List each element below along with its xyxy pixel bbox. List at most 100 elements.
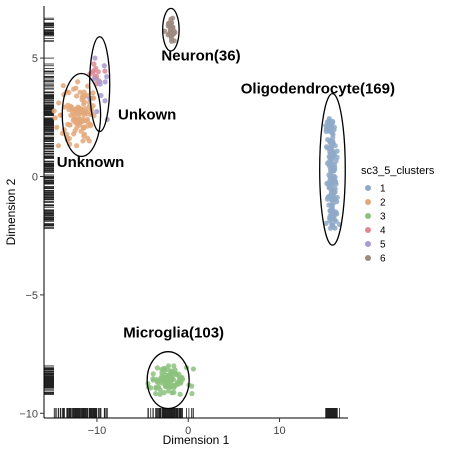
legend: sc3_5_clusters 1 2 3 4 5 6 [361,165,435,265]
data-point-cluster-1 [331,190,337,196]
axes: −10 0 10 −10 −5 0 5 [19,6,348,437]
data-point-cluster-1 [323,220,329,226]
data-point-cluster-1 [328,215,335,222]
data-point-cluster-2 [75,79,81,85]
data-point-cluster-5 [91,76,98,82]
scatter-points [51,15,343,397]
data-point-cluster-3 [158,375,164,381]
data-point-cluster-3 [177,391,183,397]
data-point-cluster-2 [81,89,87,95]
data-point-cluster-2 [67,122,73,128]
data-point-cluster-2 [83,109,90,115]
data-point-cluster-1 [330,224,336,230]
data-point-cluster-2 [51,108,57,114]
cluster-ellipse [162,7,180,52]
y-tick-label: 5 [32,53,38,65]
data-point-cluster-3 [157,387,163,393]
data-point-cluster-1 [324,180,330,187]
data-point-cluster-3 [164,374,170,380]
data-point-cluster-3 [154,365,160,371]
data-point-cluster-6 [171,30,177,36]
legend-swatch [365,199,371,205]
data-point-cluster-5 [102,79,108,85]
data-point-cluster-1 [332,178,338,184]
data-point-cluster-2 [81,124,87,130]
data-point-cluster-2 [74,110,80,116]
x-tick-label: 0 [185,425,191,437]
rug-marks [44,17,341,418]
data-point-cluster-4 [102,68,108,74]
x-axis-title: Dimension 1 [163,433,230,447]
legend-label: 1 [380,184,386,195]
y-tick-label: 0 [32,171,38,183]
data-point-cluster-2 [81,131,88,137]
data-point-cluster-3 [177,377,183,383]
data-point-cluster-2 [80,93,86,99]
data-point-cluster-4 [93,65,99,71]
data-point-cluster-2 [72,128,78,134]
data-point-cluster-1 [333,158,339,164]
y-tick-label: −10 [19,408,38,420]
legend-label: 3 [380,212,386,223]
data-point-cluster-3 [171,389,177,396]
legend-swatch [365,185,371,191]
data-point-cluster-3 [161,390,167,396]
data-point-cluster-3 [159,370,165,376]
legend-label: 6 [380,254,386,265]
data-point-cluster-1 [323,128,329,135]
cluster-ellipses [61,7,346,410]
data-point-cluster-2 [90,90,96,96]
data-point-cluster-5 [102,98,108,104]
data-point-cluster-1 [324,196,330,202]
data-point-cluster-3 [157,391,163,397]
data-point-cluster-2 [55,143,62,149]
data-point-cluster-3 [165,388,171,394]
data-point-cluster-1 [333,218,339,224]
data-point-cluster-2 [80,116,86,122]
data-point-cluster-2 [79,110,85,116]
cluster-ellipse [319,92,346,246]
cluster-annotation: Unkown [118,107,176,124]
data-point-cluster-4 [90,69,96,75]
data-point-cluster-6 [165,32,171,38]
data-point-cluster-2 [74,93,80,99]
data-point-cluster-5 [101,63,107,69]
data-point-cluster-2 [80,138,86,144]
data-point-cluster-1 [334,211,340,217]
y-axis-title: Dimension 2 [4,178,18,245]
data-point-cluster-2 [74,143,80,149]
cluster-annotation: Neuron(36) [161,47,240,64]
data-point-cluster-1 [328,197,334,203]
data-point-cluster-2 [88,122,94,129]
cluster-ellipse [146,351,190,410]
legend-swatch [365,255,371,261]
data-point-cluster-3 [162,383,169,390]
data-point-cluster-3 [172,370,179,376]
data-point-cluster-2 [60,83,66,89]
data-point-cluster-2 [86,138,92,144]
data-point-cluster-5 [94,108,100,115]
data-point-cluster-2 [54,124,60,130]
y-tick-label: −5 [25,290,38,302]
data-point-cluster-2 [81,101,87,107]
data-point-cluster-3 [148,385,154,391]
data-point-cluster-2 [66,135,72,142]
data-point-cluster-1 [328,161,334,167]
data-point-cluster-4 [91,61,97,67]
data-point-cluster-6 [168,23,174,29]
data-point-cluster-1 [332,166,338,172]
cluster-ellipse [61,72,102,158]
data-point-cluster-1 [326,153,332,160]
data-point-cluster-2 [70,117,76,123]
data-point-cluster-1 [323,144,330,150]
data-point-cluster-5 [97,81,103,87]
data-point-cluster-2 [84,116,90,122]
cluster-annotation: Microglia(103) [123,324,224,341]
legend-title: sc3_5_clusters [361,165,435,177]
data-point-cluster-1 [328,203,334,209]
data-point-cluster-1 [324,160,331,166]
cluster-annotations: Neuron(36)Oligodendrocyte(169) Unkown Unkn… [57,47,395,341]
legend-label: 4 [380,226,386,237]
data-point-cluster-2 [65,102,71,108]
x-tick-label: 10 [273,425,285,437]
